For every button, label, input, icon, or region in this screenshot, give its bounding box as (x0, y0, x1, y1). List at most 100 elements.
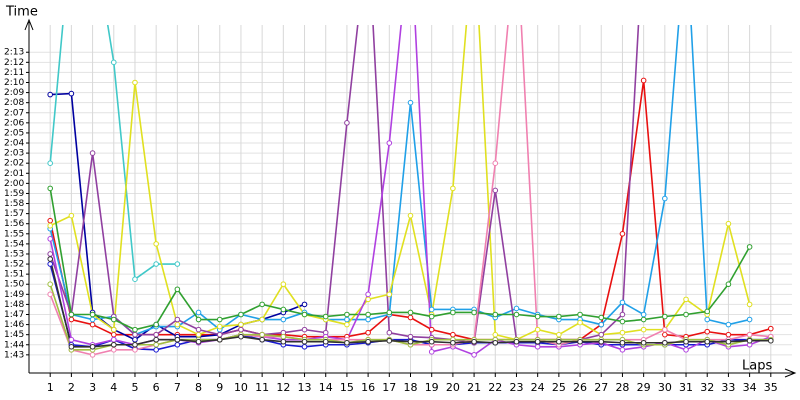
data-point (301, 301, 308, 308)
x-tick-label: 9 (216, 381, 223, 394)
data-point (365, 338, 371, 345)
data-point (153, 341, 159, 348)
data-point (174, 261, 181, 267)
data-point (640, 316, 647, 323)
data-point (344, 321, 350, 328)
y-tick-label: 2:11 (4, 68, 24, 78)
data-point (683, 296, 689, 303)
x-tick-label: 22 (488, 381, 502, 394)
x-tick-label: 27 (594, 381, 608, 394)
data-point (450, 331, 456, 338)
data-point (89, 321, 96, 328)
data-point (174, 341, 181, 348)
data-point (407, 314, 414, 321)
y-tick-label: 1:47 (4, 310, 24, 320)
x-tick-label: 30 (658, 381, 672, 394)
data-point (301, 326, 308, 333)
data-point (428, 338, 435, 345)
x-tick-label: 23 (509, 381, 523, 394)
data-point (68, 343, 75, 350)
data-point (704, 328, 711, 335)
data-point (47, 185, 53, 192)
data-point (216, 323, 223, 330)
data-point (216, 316, 223, 323)
y-tick-label: 2:07 (4, 108, 24, 118)
data-point (598, 314, 605, 321)
x-tick-label: 34 (743, 381, 757, 394)
data-point (216, 336, 223, 343)
data-point (153, 331, 159, 338)
x-axis-title: Laps (742, 359, 772, 374)
data-point (238, 321, 244, 328)
x-tick-label: 13 (298, 381, 312, 394)
x-tick-label: 4 (110, 381, 117, 394)
y-tick-label: 1:44 (4, 340, 24, 350)
data-point (407, 333, 414, 340)
data-point (386, 291, 393, 298)
data-point (365, 311, 371, 318)
data-point (344, 316, 350, 323)
data-point (746, 337, 753, 344)
x-tick-label: 6 (153, 381, 160, 394)
y-tick-label: 1:51 (4, 270, 24, 280)
data-point (534, 313, 541, 320)
data-point (195, 309, 202, 316)
y-tick-label: 1:57 (4, 209, 24, 219)
data-point (577, 311, 583, 318)
data-point (492, 187, 499, 194)
data-point (725, 321, 732, 328)
data-point (683, 338, 689, 345)
data-point (746, 244, 753, 250)
data-point (725, 338, 732, 345)
data-point (577, 338, 583, 345)
data-point (68, 336, 75, 343)
x-tick-label: 16 (361, 381, 375, 394)
data-point (683, 311, 689, 318)
x-tick-label: 31 (679, 381, 693, 394)
data-point (619, 318, 626, 325)
data-point (725, 220, 732, 227)
x-tick-label: 25 (552, 381, 566, 394)
y-tick-label: 1:48 (4, 300, 24, 310)
data-point (259, 331, 265, 338)
data-point (640, 339, 647, 346)
data-point (47, 91, 53, 98)
data-point (619, 339, 626, 346)
data-point (407, 338, 414, 345)
data-point (89, 316, 96, 323)
data-point (110, 336, 117, 343)
data-point (68, 311, 75, 318)
data-point (471, 352, 477, 358)
data-point (259, 316, 265, 323)
x-tick-label: 35 (764, 381, 778, 394)
data-point (47, 291, 53, 298)
y-tick-label: 2:06 (4, 118, 24, 128)
y-tick-label: 2:10 (4, 78, 24, 88)
data-point (195, 338, 202, 345)
data-point (662, 313, 668, 320)
x-tick-label: 26 (573, 381, 587, 394)
data-point (47, 256, 53, 262)
data-point (598, 338, 605, 345)
data-point (174, 336, 181, 343)
x-tick-label: 2 (68, 381, 75, 394)
data-point (68, 90, 75, 97)
data-point (110, 331, 117, 338)
x-tick-label: 1 (47, 381, 54, 394)
data-point (662, 339, 668, 346)
y-tick-label: 1:56 (4, 219, 24, 229)
x-tick-label: 18 (404, 381, 418, 394)
data-point (301, 338, 308, 345)
data-point (322, 338, 329, 345)
data-point (450, 339, 456, 346)
data-point (450, 185, 456, 192)
data-point (110, 59, 117, 66)
data-point (428, 349, 435, 355)
x-tick-label: 33 (721, 381, 735, 394)
data-point (492, 339, 499, 346)
data-point (513, 311, 520, 318)
data-point (280, 333, 287, 340)
data-point (704, 338, 711, 345)
labels: 1:431:441:451:461:471:481:491:501:511:52… (4, 48, 778, 394)
